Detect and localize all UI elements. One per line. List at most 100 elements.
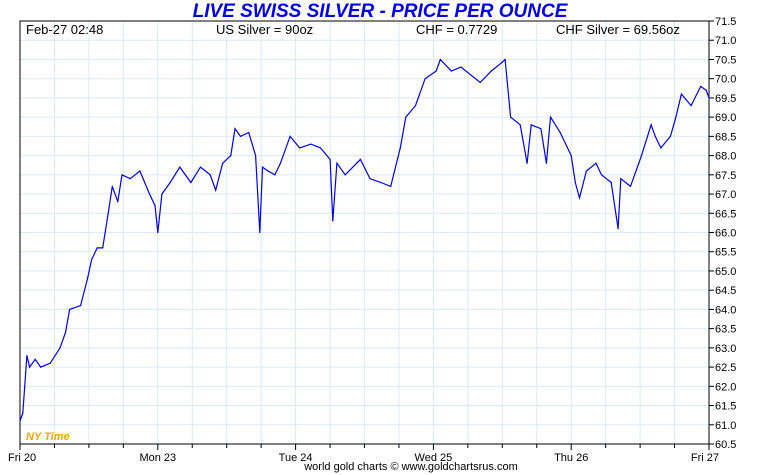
x-tick-label: Tue 24 bbox=[279, 452, 313, 464]
y-tick-label: 61.5 bbox=[715, 401, 736, 413]
data-point bbox=[629, 185, 632, 187]
data-point bbox=[190, 181, 192, 184]
y-tick-label: 65.0 bbox=[715, 266, 736, 278]
x-tick-label: Mon 23 bbox=[139, 452, 176, 464]
data-point bbox=[344, 174, 346, 176]
data-point bbox=[460, 66, 462, 68]
data-point bbox=[690, 105, 692, 107]
data-point bbox=[179, 166, 181, 168]
data-point bbox=[530, 124, 532, 126]
data-point bbox=[680, 93, 683, 95]
data-point bbox=[117, 201, 119, 203]
data-point bbox=[209, 174, 211, 176]
data-point bbox=[29, 366, 31, 368]
data-point bbox=[64, 331, 67, 334]
data-point bbox=[234, 128, 236, 130]
data-point bbox=[319, 147, 322, 149]
data-point bbox=[620, 178, 622, 180]
y-tick-label: 66.5 bbox=[715, 208, 736, 220]
plot-frame bbox=[19, 20, 710, 445]
data-point bbox=[479, 81, 481, 84]
data-point bbox=[654, 135, 656, 137]
x-tick-label: Wed 25 bbox=[415, 452, 453, 464]
data-point bbox=[26, 354, 28, 357]
data-point bbox=[669, 135, 672, 137]
x-tick-label: Thu 26 bbox=[554, 452, 588, 464]
data-point bbox=[540, 128, 542, 130]
data-point bbox=[660, 147, 662, 149]
data-point bbox=[570, 154, 572, 157]
data-point bbox=[470, 74, 472, 76]
data-point bbox=[380, 181, 382, 184]
price-line bbox=[19, 58, 710, 422]
y-tick-label: 68.0 bbox=[715, 151, 736, 163]
y-tick-label: 65.5 bbox=[715, 247, 736, 259]
data-point bbox=[585, 170, 587, 172]
data-point bbox=[549, 116, 552, 118]
chf-rate-label: CHF = 0.7729 bbox=[416, 22, 498, 37]
y-tick-label: 69.5 bbox=[715, 93, 736, 105]
data-point bbox=[69, 308, 71, 311]
data-point bbox=[526, 162, 528, 164]
data-point bbox=[439, 58, 441, 61]
data-point bbox=[574, 181, 576, 184]
data-point bbox=[261, 166, 264, 168]
data-point bbox=[708, 97, 710, 99]
y-tick-label: 67.5 bbox=[715, 170, 736, 182]
data-point bbox=[390, 185, 392, 187]
data-point bbox=[700, 85, 702, 87]
data-point bbox=[519, 124, 521, 126]
data-point bbox=[289, 135, 291, 137]
data-point bbox=[490, 70, 492, 72]
data-point bbox=[504, 58, 506, 61]
data-point bbox=[595, 162, 597, 164]
us-silver-label: US Silver = 90oz bbox=[216, 22, 314, 37]
data-point bbox=[329, 158, 331, 161]
y-tick-label: 71.5 bbox=[715, 16, 736, 28]
data-point bbox=[279, 162, 282, 164]
data-point bbox=[22, 412, 24, 414]
data-point bbox=[96, 247, 98, 249]
y-tick-label: 69.0 bbox=[715, 112, 736, 124]
data-point bbox=[248, 131, 250, 134]
data-point bbox=[578, 197, 581, 199]
data-point bbox=[259, 231, 261, 234]
data-point bbox=[310, 143, 312, 145]
data-point bbox=[121, 174, 123, 176]
data-point bbox=[559, 131, 561, 134]
data-point bbox=[80, 304, 82, 307]
data-point bbox=[267, 170, 269, 172]
data-point bbox=[34, 358, 36, 360]
data-point bbox=[332, 220, 334, 222]
data-point bbox=[414, 105, 417, 107]
data-point bbox=[148, 193, 151, 195]
data-point bbox=[19, 420, 21, 422]
data-point bbox=[40, 366, 42, 368]
data-point bbox=[154, 204, 156, 207]
data-point bbox=[336, 162, 338, 164]
y-tick-label: 66.0 bbox=[715, 228, 736, 240]
x-tick-label: Fri 20 bbox=[8, 452, 36, 464]
data-point bbox=[91, 258, 93, 261]
y-tick-label: 70.0 bbox=[715, 74, 736, 86]
data-point bbox=[509, 116, 512, 118]
data-point bbox=[424, 78, 426, 80]
data-point bbox=[199, 166, 202, 168]
data-point bbox=[705, 89, 707, 91]
data-point bbox=[675, 116, 677, 118]
y-tick-label: 60.5 bbox=[715, 439, 736, 451]
data-point bbox=[221, 162, 224, 164]
data-point bbox=[500, 62, 502, 64]
data-point bbox=[169, 181, 171, 184]
credit-text: world gold charts © www.goldchartsrus.co… bbox=[304, 461, 518, 473]
data-point bbox=[239, 135, 242, 137]
data-point bbox=[255, 154, 257, 157]
data-point bbox=[545, 162, 547, 164]
y-tick-label: 70.5 bbox=[715, 54, 736, 66]
chf-silver-label: CHF Silver = 69.56oz bbox=[556, 22, 680, 37]
data-point bbox=[230, 154, 232, 157]
y-tick-label: 62.5 bbox=[715, 362, 736, 374]
data-point bbox=[617, 228, 619, 230]
data-point bbox=[111, 185, 113, 187]
